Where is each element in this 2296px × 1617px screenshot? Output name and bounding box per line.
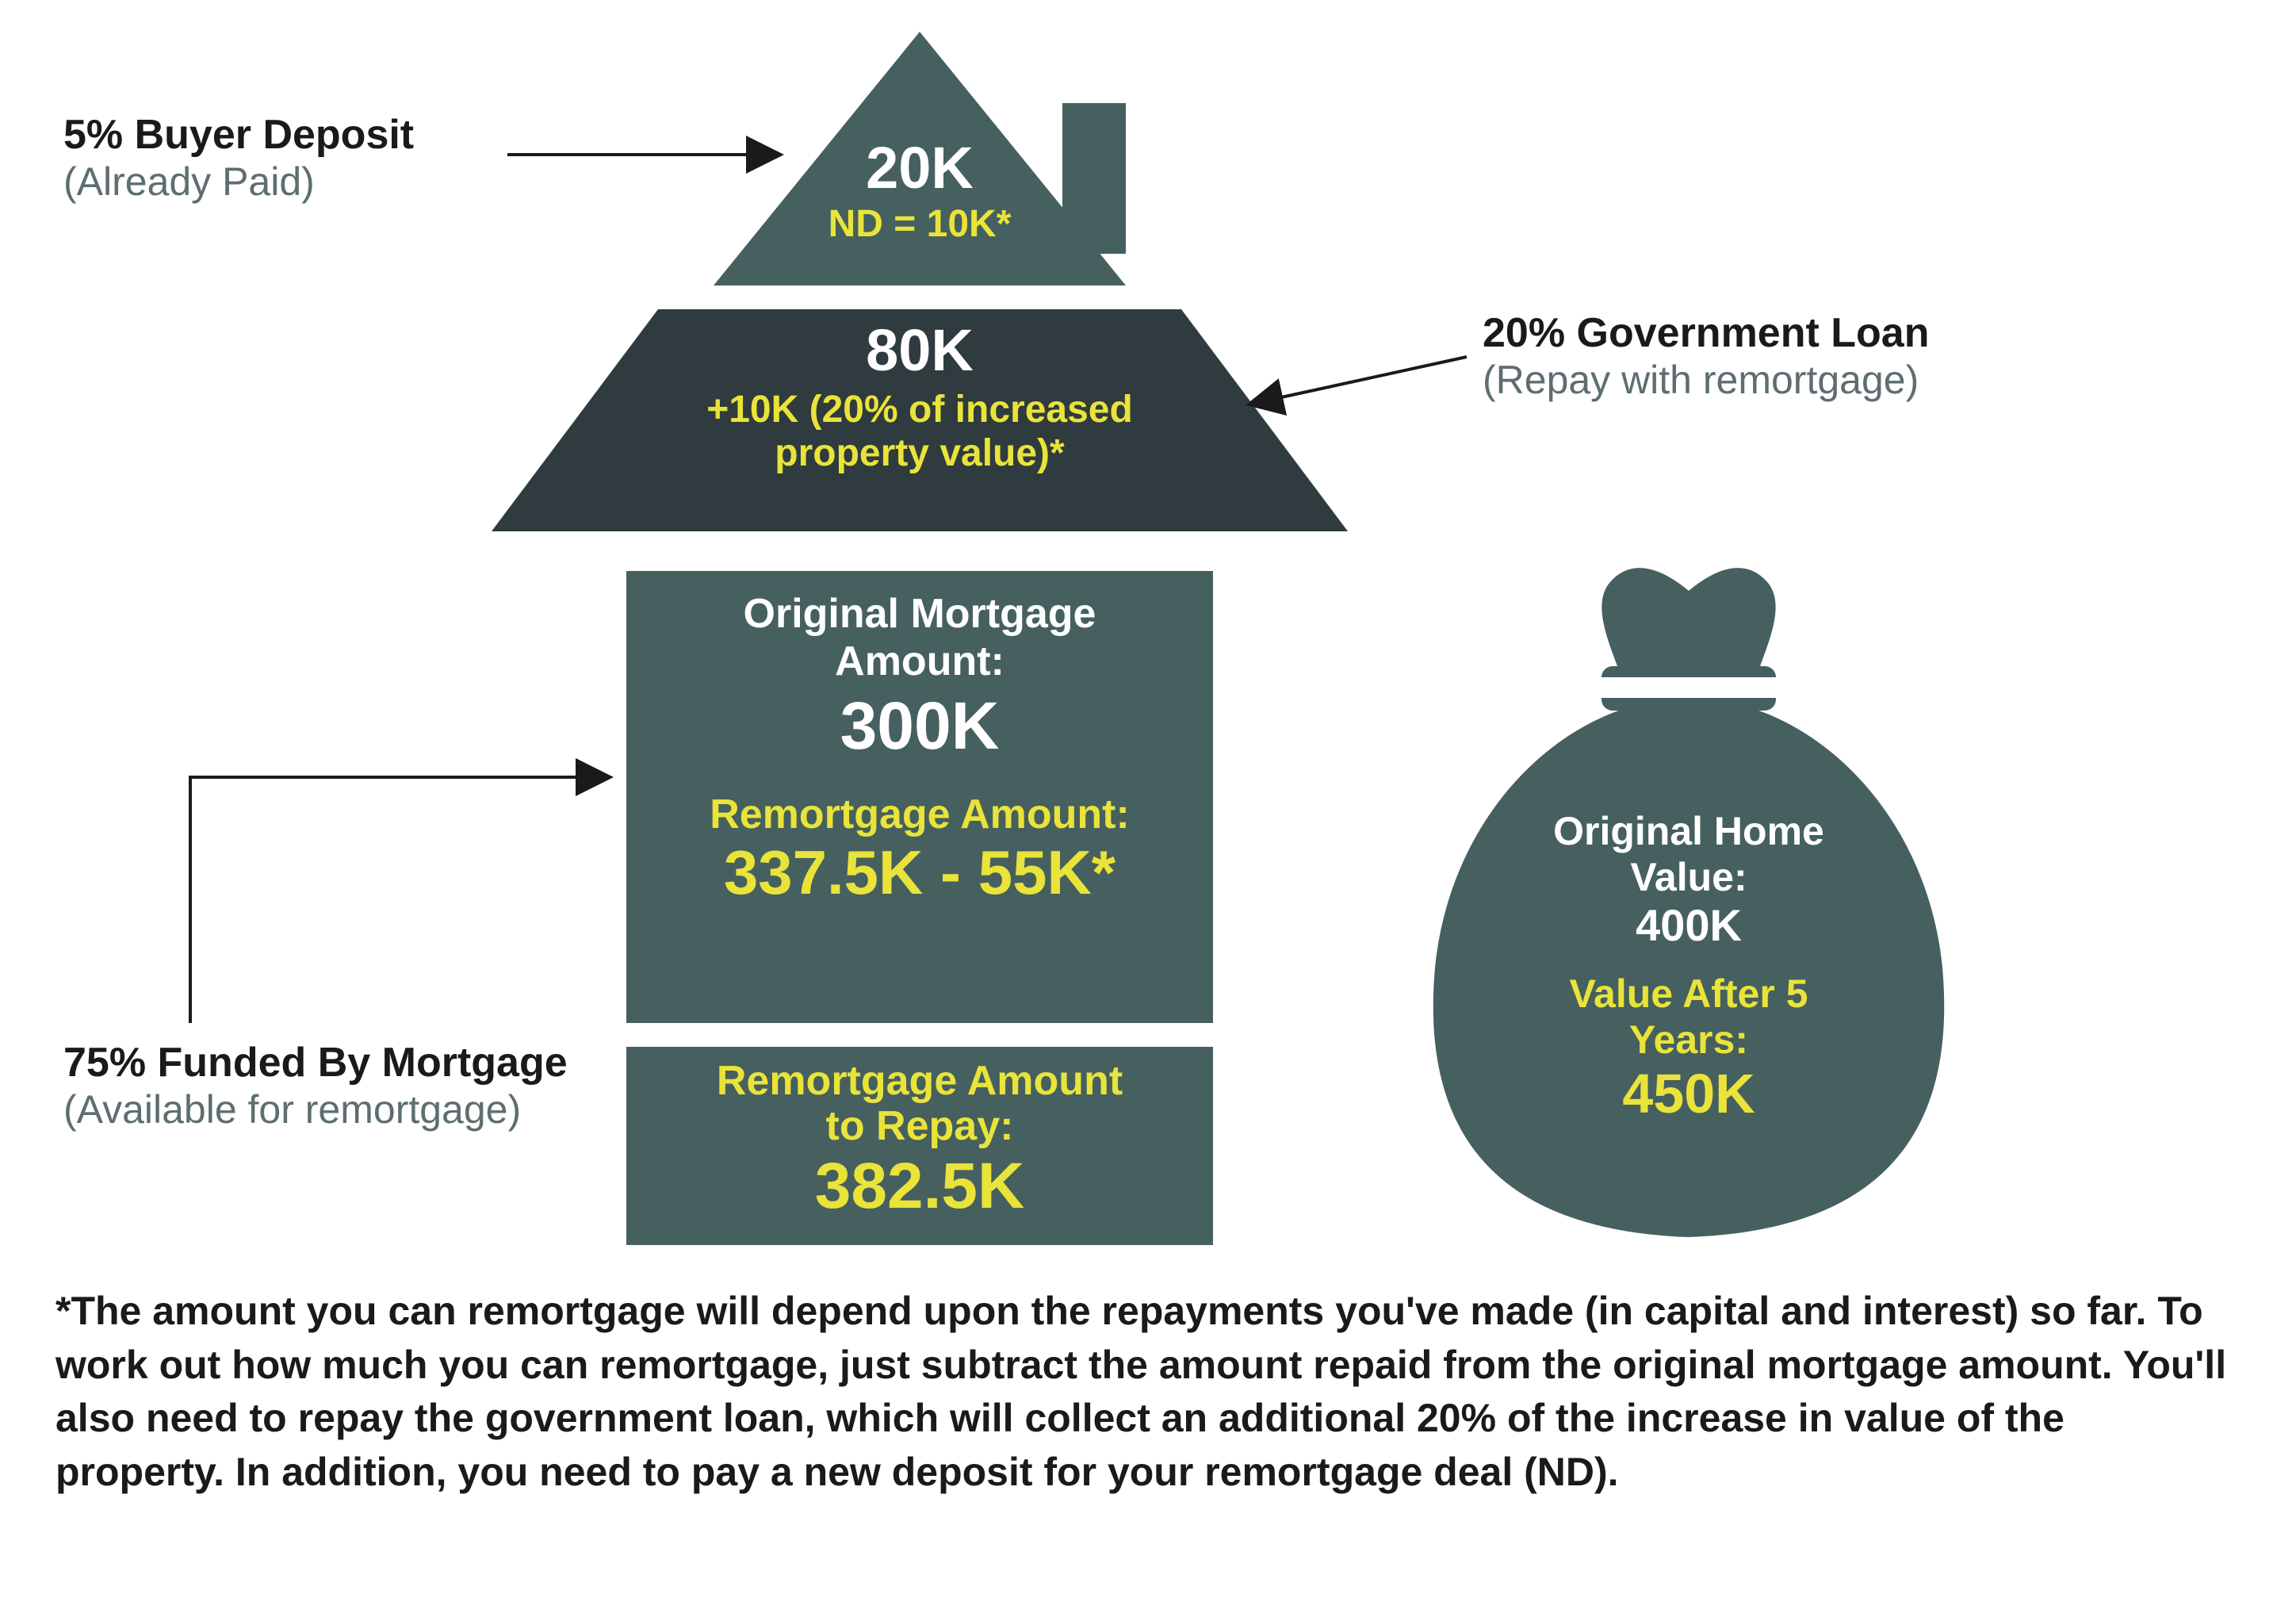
roof-text: 20K ND = 10K* <box>761 139 1078 246</box>
label-mortgage-title: 75% Funded By Mortgage <box>63 1039 568 1086</box>
body-sub-label: Remortgage Amount: <box>626 791 1213 838</box>
label-deposit: 5% Buyer Deposit (Already Paid) <box>63 111 414 205</box>
body-value: 300K <box>626 692 1213 759</box>
label-deposit-sub: (Already Paid) <box>63 159 414 205</box>
label-mortgage: 75% Funded By Mortgage (Available for re… <box>63 1039 568 1132</box>
label-deposit-title: 5% Buyer Deposit <box>63 111 414 159</box>
body-sub-value: 337.5K - 55K* <box>626 841 1213 903</box>
repay-value: 382.5K <box>626 1154 1213 1219</box>
divider-midroof <box>626 547 1213 560</box>
bag-original-label: Original Home Value: <box>1483 809 1895 900</box>
label-govloan-title: 20% Government Loan <box>1483 309 1929 357</box>
roof-value: 20K <box>761 139 1078 197</box>
repay-label: Remortgage Amount to Repay: <box>626 1059 1213 1149</box>
label-govloan: 20% Government Loan (Repay with remortga… <box>1483 309 1929 403</box>
body-label: Original Mortgage Amount: <box>626 591 1213 686</box>
midroof-text: 80K +10K (20% of increased property valu… <box>642 321 1197 475</box>
divider-roof <box>710 287 1130 300</box>
roof-sub: ND = 10K* <box>761 202 1078 246</box>
label-govloan-sub: (Repay with remortgage) <box>1483 357 1929 403</box>
bag-after-value: 450K <box>1483 1066 1895 1121</box>
bag-text: Original Home Value: 400K Value After 5 … <box>1483 809 1895 1121</box>
bag-after-label: Value After 5 Years: <box>1483 971 1895 1063</box>
repay-text: Remortgage Amount to Repay: 382.5K <box>626 1059 1213 1219</box>
midroof-sub: +10K (20% of increased property value)* <box>642 388 1197 475</box>
body-text: Original Mortgage Amount: 300K Remortgag… <box>626 591 1213 903</box>
midroof-value: 80K <box>642 321 1197 380</box>
arrow-govloan <box>1249 357 1467 404</box>
arrow-mortgage <box>190 777 610 1023</box>
label-mortgage-sub: (Available for remortgage) <box>63 1086 568 1132</box>
footnote: *The amount you can remortgage will depe… <box>55 1285 2244 1499</box>
bag-original-value: 400K <box>1483 903 1895 948</box>
